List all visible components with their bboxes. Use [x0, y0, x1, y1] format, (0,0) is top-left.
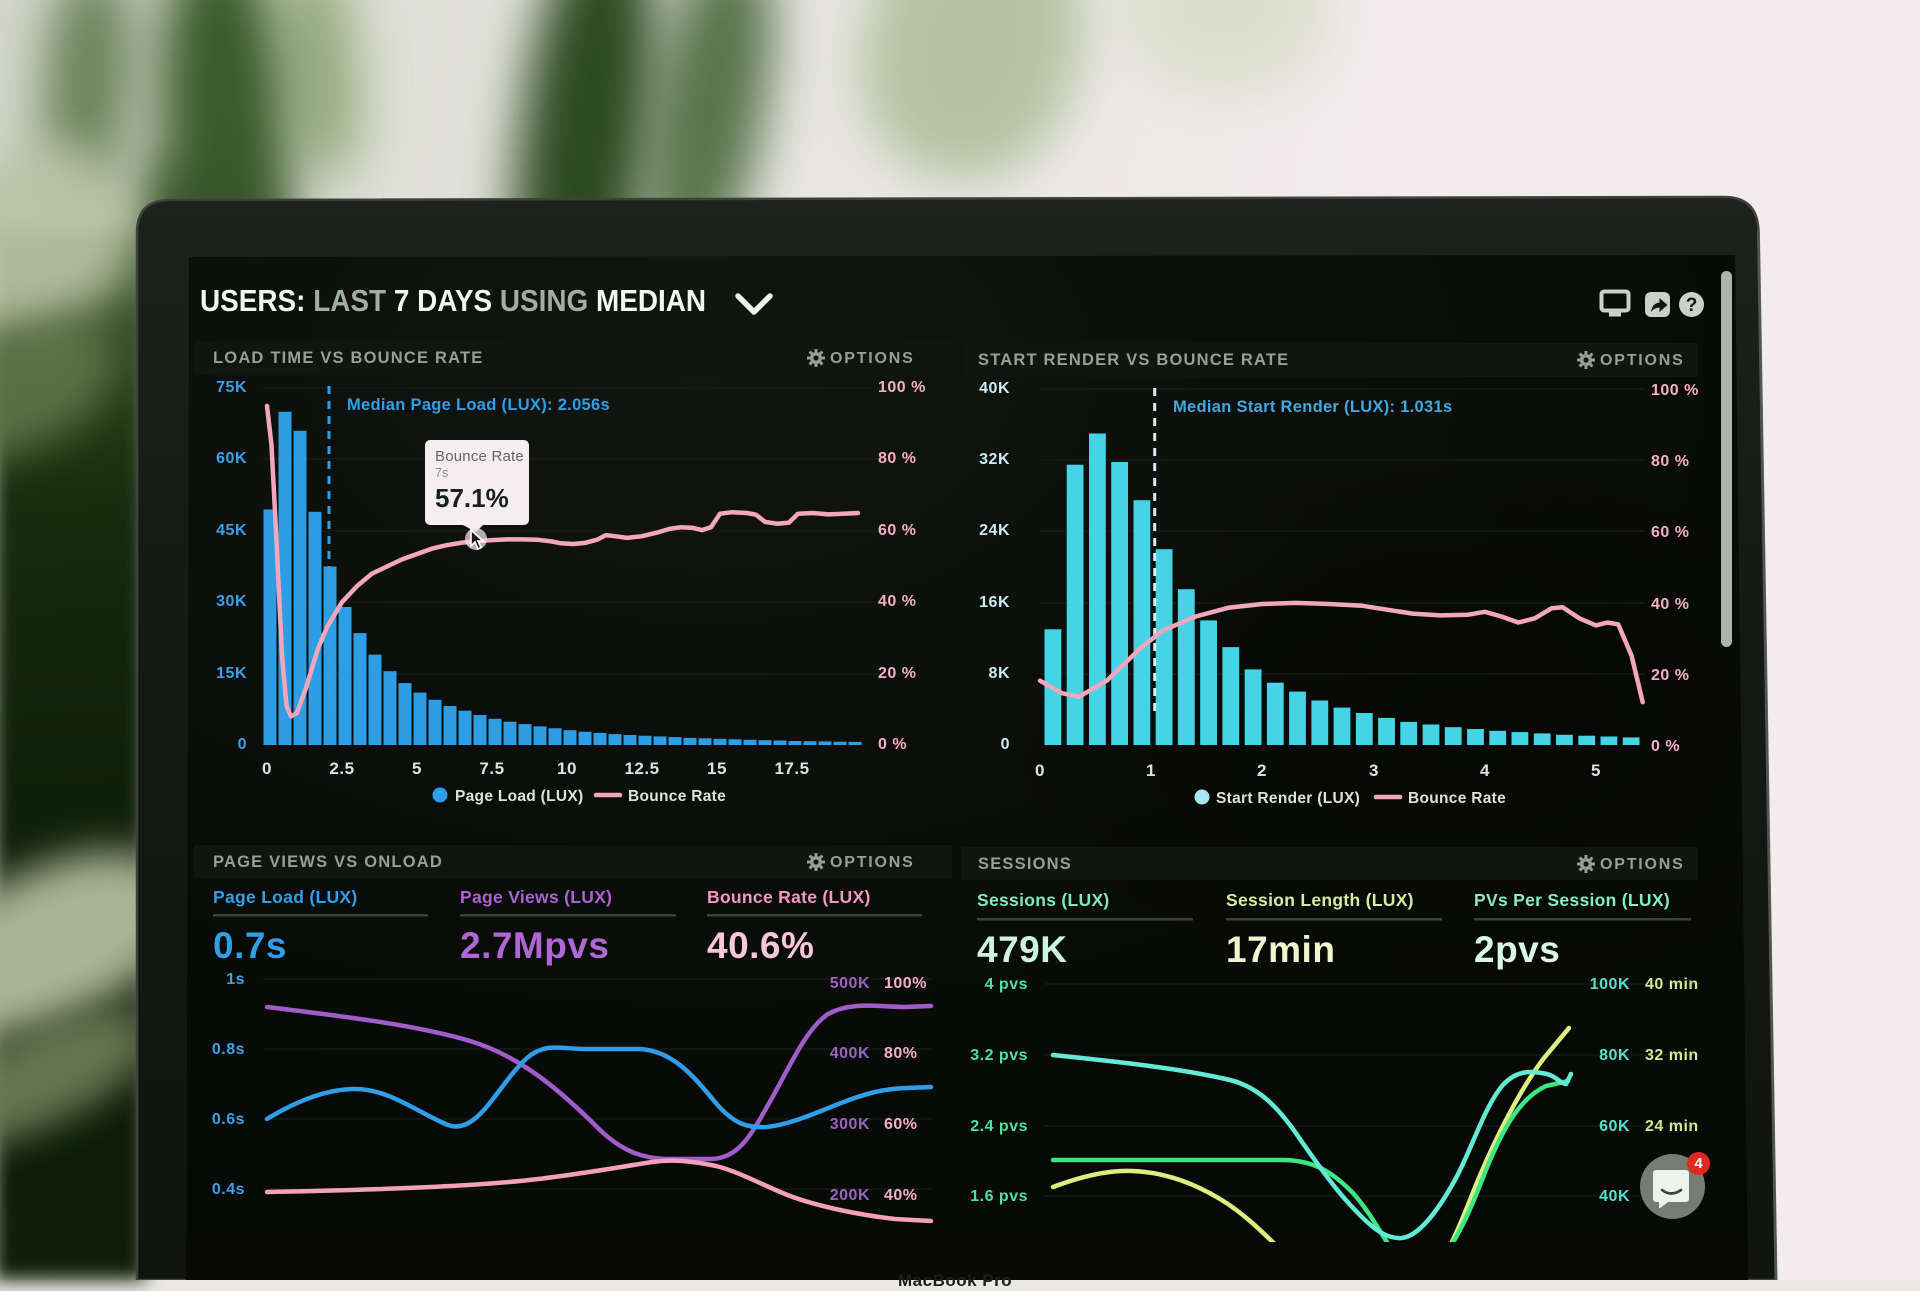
svg-text:Session Length (LUX): Session Length (LUX) — [1226, 890, 1414, 910]
svg-text:3: 3 — [1369, 761, 1379, 780]
svg-text:7.5: 7.5 — [479, 759, 504, 778]
svg-text:Page Load (LUX): Page Load (LUX) — [455, 788, 584, 805]
svg-text:60%: 60% — [884, 1116, 918, 1133]
svg-text:400K: 400K — [830, 1045, 870, 1062]
svg-text:24 min: 24 min — [1645, 1118, 1699, 1135]
svg-text:Sessions (LUX): Sessions (LUX) — [977, 890, 1110, 910]
svg-text:200K: 200K — [830, 1187, 870, 1204]
svg-text:40 min: 40 min — [1645, 976, 1699, 993]
svg-text:20 %: 20 % — [878, 665, 916, 682]
svg-text:?: ? — [1686, 295, 1698, 316]
svg-text:0: 0 — [238, 736, 247, 753]
svg-text:75K: 75K — [216, 379, 247, 396]
svg-text:PVs Per Session (LUX): PVs Per Session (LUX) — [1474, 890, 1670, 910]
svg-text:1: 1 — [1146, 761, 1156, 780]
svg-text:40K: 40K — [1599, 1188, 1630, 1205]
svg-text:0: 0 — [262, 759, 272, 778]
svg-text:12.5: 12.5 — [624, 759, 659, 778]
svg-text:80%: 80% — [884, 1045, 918, 1062]
svg-text:0.6s: 0.6s — [212, 1111, 245, 1128]
svg-text:40%: 40% — [884, 1187, 918, 1204]
svg-text:45K: 45K — [216, 522, 247, 539]
svg-text:40 %: 40 % — [878, 593, 916, 610]
svg-text:15K: 15K — [216, 665, 247, 682]
svg-text:40K: 40K — [979, 380, 1010, 397]
svg-text:1.6 pvs: 1.6 pvs — [970, 1188, 1028, 1205]
svg-text:32K: 32K — [979, 451, 1010, 468]
svg-text:Median Page Load (LUX): 2.056s: Median Page Load (LUX): 2.056s — [347, 396, 610, 414]
svg-text:40 %: 40 % — [1651, 596, 1689, 613]
svg-text:4 pvs: 4 pvs — [985, 976, 1028, 993]
svg-text:80K: 80K — [1599, 1047, 1630, 1064]
svg-text:0.4s: 0.4s — [212, 1181, 245, 1198]
svg-text:60 %: 60 % — [878, 522, 916, 539]
svg-text:100 %: 100 % — [1651, 382, 1699, 399]
svg-text:Bounce Rate: Bounce Rate — [1408, 790, 1506, 807]
svg-text:17.5: 17.5 — [774, 759, 809, 778]
svg-text:100K: 100K — [1590, 976, 1630, 993]
svg-text:0.7s: 0.7s — [213, 925, 287, 966]
svg-text:0 %: 0 % — [878, 736, 907, 753]
svg-text:2pvs: 2pvs — [1474, 929, 1560, 970]
svg-text:100%: 100% — [884, 975, 927, 992]
svg-text:20 %: 20 % — [1651, 667, 1689, 684]
svg-text:3.2 pvs: 3.2 pvs — [970, 1047, 1028, 1064]
svg-text:2.5: 2.5 — [329, 759, 354, 778]
svg-text:100 %: 100 % — [878, 379, 926, 396]
svg-text:Start Render (LUX): Start Render (LUX) — [1216, 790, 1360, 807]
svg-text:40.6%: 40.6% — [707, 925, 814, 966]
svg-text:0: 0 — [1035, 761, 1045, 780]
svg-text:30K: 30K — [216, 593, 247, 610]
svg-text:Page Views (LUX): Page Views (LUX) — [460, 887, 612, 907]
svg-text:17min: 17min — [1226, 929, 1335, 970]
svg-text:24K: 24K — [979, 522, 1010, 539]
svg-text:60 %: 60 % — [1651, 524, 1689, 541]
svg-text:Bounce Rate: Bounce Rate — [628, 788, 726, 805]
svg-text:5: 5 — [412, 759, 422, 778]
svg-text:60K: 60K — [1599, 1118, 1630, 1135]
svg-text:2: 2 — [1257, 761, 1267, 780]
svg-text:0.8s: 0.8s — [212, 1041, 245, 1058]
svg-text:2.7Mpvs: 2.7Mpvs — [460, 925, 610, 966]
svg-text:479K: 479K — [977, 929, 1067, 970]
svg-text:16K: 16K — [979, 594, 1010, 611]
svg-text:Bounce Rate (LUX): Bounce Rate (LUX) — [707, 887, 871, 907]
svg-text:1s: 1s — [226, 971, 245, 988]
svg-text:0: 0 — [1001, 736, 1010, 753]
svg-text:8K: 8K — [989, 665, 1010, 682]
svg-text:15: 15 — [707, 759, 727, 778]
svg-text:32 min: 32 min — [1645, 1047, 1699, 1064]
svg-text:10: 10 — [557, 759, 577, 778]
svg-text:80 %: 80 % — [878, 450, 916, 467]
svg-text:5: 5 — [1591, 761, 1601, 780]
svg-text:60K: 60K — [216, 450, 247, 467]
svg-text:300K: 300K — [830, 1116, 870, 1133]
svg-text:0 %: 0 % — [1651, 738, 1680, 755]
svg-text:2.4 pvs: 2.4 pvs — [970, 1118, 1028, 1135]
svg-text:Median Start Render (LUX): 1.0: Median Start Render (LUX): 1.031s — [1173, 398, 1452, 416]
svg-text:80 %: 80 % — [1651, 453, 1689, 470]
svg-text:500K: 500K — [830, 975, 870, 992]
svg-text:4: 4 — [1480, 761, 1490, 780]
svg-text:Page Load (LUX): Page Load (LUX) — [213, 887, 358, 907]
